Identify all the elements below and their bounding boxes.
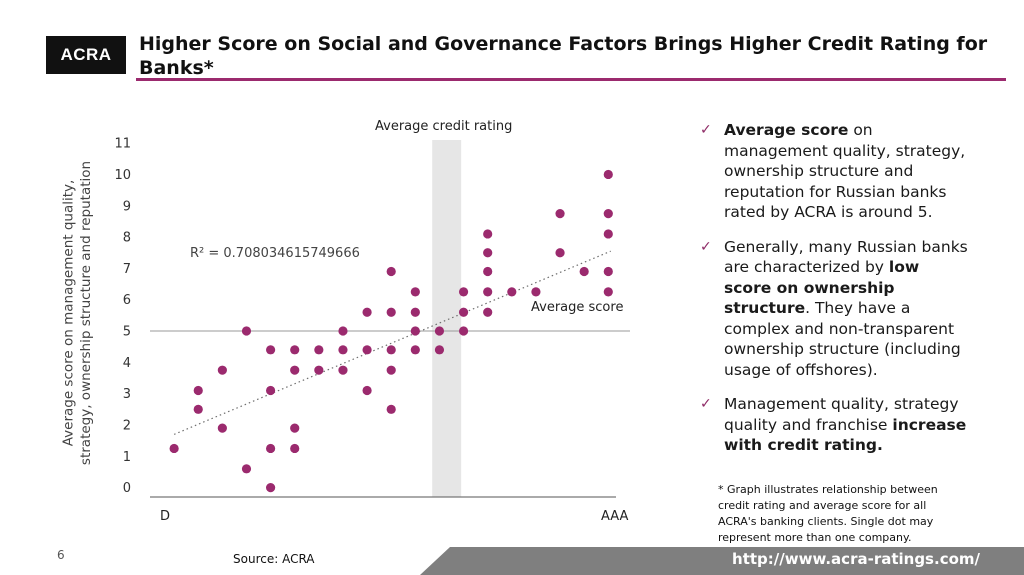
y-tick-label: 8 (123, 231, 131, 246)
data-point (555, 248, 565, 258)
data-point (169, 443, 179, 454)
y-tick-label: 11 (114, 137, 131, 152)
x-tick-label-d: D (160, 509, 170, 524)
data-point (266, 385, 276, 396)
y-axis-ticks: 0 1 2 3 4 5 6 7 8 9 10 11 (114, 137, 131, 496)
data-point (193, 385, 203, 396)
y-tick-label: 2 (123, 418, 131, 433)
data-point (458, 287, 469, 297)
bullet-text: Management quality, strategy quality and… (724, 395, 959, 434)
data-point (386, 266, 396, 277)
y-tick-label: 0 (123, 481, 131, 496)
y-tick-label: 10 (114, 168, 131, 183)
data-point (386, 404, 396, 414)
data-point (603, 229, 613, 239)
data-point (290, 443, 300, 454)
data-point (555, 208, 565, 219)
data-point (603, 266, 613, 277)
y-tick-label: 4 (123, 356, 131, 371)
data-point (314, 345, 324, 355)
data-point (217, 423, 227, 433)
y-tick-label: 9 (123, 199, 131, 214)
data-point (410, 307, 420, 317)
data-point (410, 345, 420, 355)
data-point (266, 483, 276, 493)
data-point (483, 248, 493, 258)
bullet-item: ✓ Management quality, strategy quality a… (700, 394, 968, 456)
data-point (193, 404, 203, 414)
title-divider (136, 78, 1006, 81)
data-points (169, 169, 613, 493)
bullet-list: ✓ Average score on management quality, s… (700, 120, 968, 470)
data-point (410, 287, 420, 297)
data-point (483, 307, 493, 317)
footnote: * Graph illustrates relationship between… (718, 483, 938, 544)
bullet-item: ✓ Average score on management quality, s… (700, 120, 968, 223)
bullet-text-tail: . They have a complex and non-transparen… (724, 299, 961, 379)
check-icon: ✓ (700, 238, 712, 255)
data-point (603, 287, 613, 297)
y-axis-label: Average score on management quality, stra… (61, 161, 95, 465)
data-point (410, 326, 420, 336)
data-point (603, 208, 613, 219)
data-point (338, 326, 348, 336)
footer-bar (420, 547, 1024, 575)
data-point (458, 326, 469, 336)
page-title: Higher Score on Social and Governance Fa… (139, 33, 988, 79)
data-point (579, 266, 589, 277)
website-link[interactable]: http://www.acra-ratings.com/ (732, 550, 980, 568)
data-point (434, 345, 445, 355)
data-point (362, 385, 372, 396)
check-icon: ✓ (700, 396, 712, 412)
average-rating-band (432, 140, 462, 497)
data-point (386, 365, 396, 375)
data-point (266, 443, 276, 454)
x-tick-label-aaa: AAA (601, 509, 629, 524)
data-point (483, 287, 493, 297)
r-squared-label: R² = 0.708034615749666 (190, 246, 360, 261)
data-point (338, 365, 348, 375)
y-tick-label: 3 (123, 387, 131, 402)
bullet-text: on management quality, strategy, ownersh… (724, 121, 966, 221)
data-point (603, 169, 613, 180)
data-point (531, 287, 541, 297)
data-point (290, 345, 300, 355)
data-point (483, 266, 493, 277)
data-point (362, 307, 372, 317)
bullet-bold-end: low score on ownership structure (724, 258, 920, 317)
data-point (386, 307, 396, 317)
bullet-text: Generally, many Russian banks are charac… (724, 237, 968, 277)
check-icon: ✓ (700, 122, 712, 138)
y-tick-label: 6 (123, 293, 131, 308)
source-note: Source: ACRA (233, 552, 315, 566)
data-point (362, 345, 372, 355)
acra-logo: ACRA (46, 36, 126, 74)
data-point (386, 345, 396, 355)
data-point (266, 345, 276, 355)
average-rating-label: Average credit rating (375, 119, 512, 134)
y-tick-label: 5 (123, 325, 131, 340)
data-point (217, 365, 227, 375)
data-point (458, 307, 469, 317)
data-point (241, 326, 252, 336)
data-point (434, 326, 445, 336)
average-score-label: Average score (531, 300, 623, 315)
data-point (314, 365, 324, 375)
y-tick-label: 7 (123, 262, 131, 277)
bullet-bold-end: increase with credit rating. (724, 415, 967, 455)
data-point (338, 345, 348, 355)
y-tick-label: 1 (123, 450, 131, 465)
data-point (483, 229, 493, 239)
data-point (241, 464, 252, 474)
bullet-item: ✓ Generally, many Russian banks are char… (700, 237, 968, 381)
bullet-bold-start: Average score (724, 121, 849, 139)
data-point (290, 365, 300, 375)
page-number: 6 (57, 548, 65, 562)
data-point (290, 423, 300, 433)
data-point (507, 287, 517, 297)
